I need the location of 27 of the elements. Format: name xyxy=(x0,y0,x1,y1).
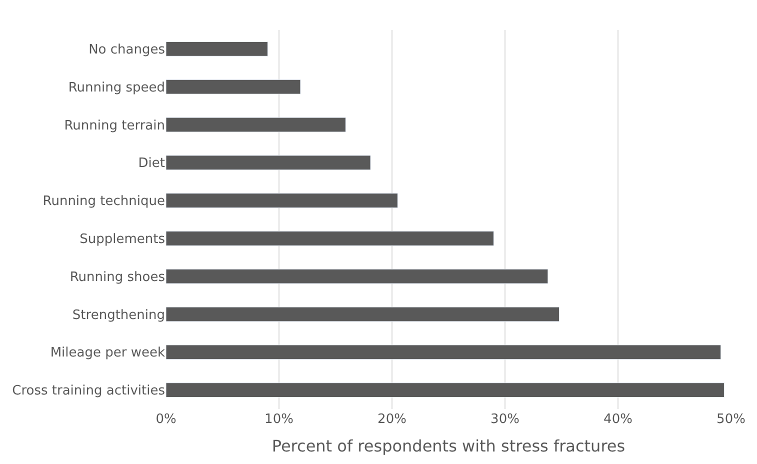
bar xyxy=(166,155,371,170)
x-tick-label: 40% xyxy=(604,412,632,427)
x-tick-label: 50% xyxy=(716,412,746,427)
x-tick-label: 10% xyxy=(264,412,294,427)
y-tick-label: Cross training activities xyxy=(12,384,166,399)
y-tick-label: Supplements xyxy=(80,232,166,247)
bar xyxy=(166,306,560,322)
bar xyxy=(166,382,724,398)
bar xyxy=(166,268,548,284)
y-tick-label: Running shoes xyxy=(70,270,166,285)
bar xyxy=(166,42,268,56)
x-tick-label: 30% xyxy=(490,412,520,427)
y-tick-label: Running speed xyxy=(68,80,165,96)
y-tick-label: No changes xyxy=(88,42,166,58)
y-tick-label: Strengthening xyxy=(72,308,165,323)
y-tick-label: Diet xyxy=(138,156,165,172)
x-tick-label: 20% xyxy=(378,412,406,427)
y-tick-label: Running terrain xyxy=(64,118,165,134)
x-axis-title: Percent of respondents with stress fractures xyxy=(272,436,626,456)
y-tick-label: Running technique xyxy=(42,194,165,210)
y-tick-label: Mileage per week xyxy=(50,346,166,361)
bar xyxy=(166,79,301,94)
bar xyxy=(166,117,346,132)
x-tick-label: 0% xyxy=(156,412,176,427)
bar xyxy=(166,344,722,360)
bar xyxy=(166,231,494,246)
bar xyxy=(166,193,398,208)
